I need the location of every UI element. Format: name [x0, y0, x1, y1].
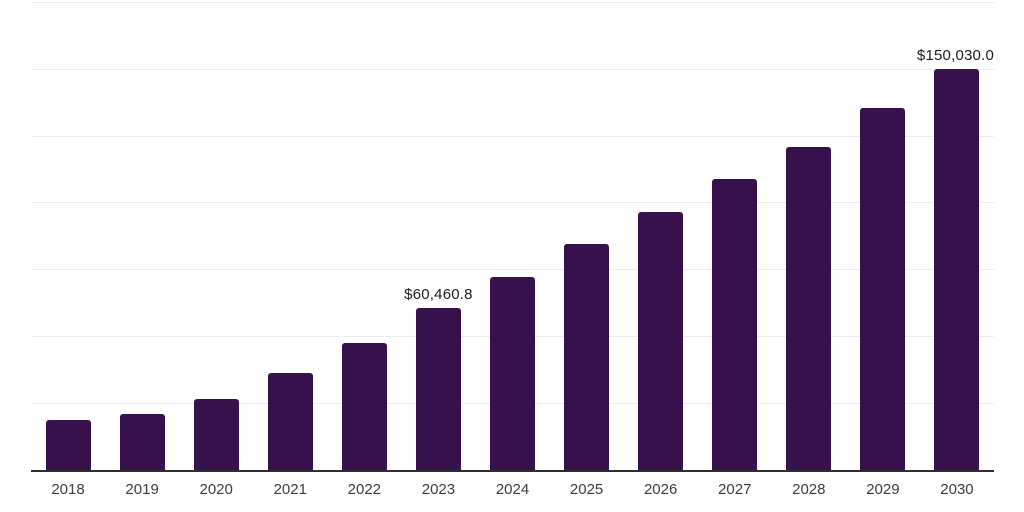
value-label-2023: $60,460.8 [404, 285, 473, 303]
bar-2024 [490, 277, 535, 470]
x-tick-2020: 2020 [199, 481, 233, 498]
gridline-150000 [31, 68, 994, 70]
bar-2027 [712, 179, 758, 470]
x-axis-labels: 2018 2019 2020 2021 2022 2023 2024 2025 2026 2027… [31, 481, 994, 498]
x-axis-line [31, 469, 994, 472]
x-tick-2026: 2026 [643, 481, 678, 498]
x-tick-2027: 2027 [718, 481, 752, 498]
x-tick-2022: 2022 [347, 481, 382, 498]
bar-2025 [564, 243, 610, 470]
x-tick-2025: 2025 [569, 481, 604, 498]
bar-2030 [934, 68, 980, 470]
x-tick-2029: 2029 [866, 481, 900, 498]
gridline-125000 [31, 135, 994, 137]
bar-2019 [119, 413, 165, 470]
bar-2026 [638, 211, 684, 470]
bar-2021 [267, 373, 313, 470]
value-label-2030: $150,030.0 [916, 46, 994, 64]
x-tick-2024: 2024 [495, 481, 530, 498]
gridline-100000 [31, 202, 994, 204]
bar-2029 [860, 108, 906, 470]
bar-2023 [415, 307, 461, 470]
x-tick-2030: 2030 [940, 481, 974, 498]
x-tick-2028: 2028 [792, 481, 826, 498]
plot-area: $60,460.8 $150,030.0 [31, 2, 994, 472]
x-tick-2019: 2019 [125, 481, 159, 498]
bar-2028 [786, 147, 832, 470]
x-tick-2023: 2023 [421, 481, 456, 498]
bar-2020 [193, 398, 239, 470]
bar-2018 [45, 420, 91, 470]
x-tick-2018: 2018 [51, 481, 85, 498]
gridline-175000 [31, 2, 994, 3]
x-tick-2021: 2021 [273, 481, 307, 498]
bar-2022 [341, 342, 387, 470]
gridline-75000 [31, 269, 994, 271]
